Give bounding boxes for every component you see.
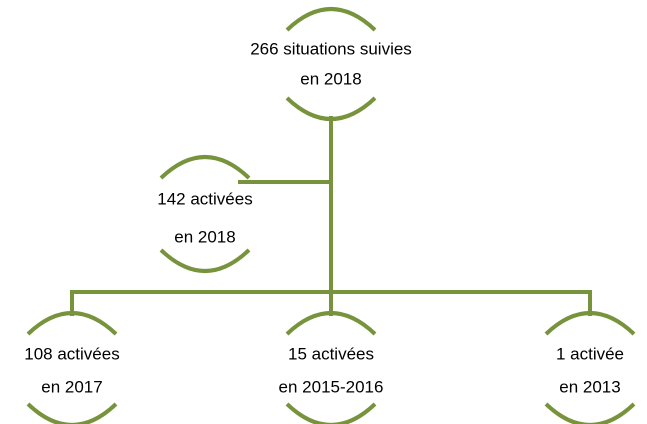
node-label: en 2015-2016 [279, 377, 384, 396]
arc-top [159, 155, 251, 180]
arc-bottom [285, 402, 377, 424]
arc-top [26, 311, 118, 336]
node-label: 108 activées [24, 344, 119, 363]
node-label: en 2017 [41, 377, 102, 396]
nodes: 266 situations suivies en 2018 142 activée… [24, 7, 636, 424]
arc-top [285, 7, 377, 32]
arc-bottom [159, 248, 251, 273]
connectors [70, 116, 592, 316]
arc-bottom [285, 96, 377, 121]
node-label: 1 activée [556, 344, 624, 363]
node-label: en 2013 [559, 377, 620, 396]
arc-top [285, 311, 377, 336]
node-label: en 2018 [300, 69, 361, 88]
node-label: 266 situations suivies [250, 39, 412, 58]
arc-top [544, 311, 636, 336]
node-label: en 2018 [174, 227, 235, 246]
node-label: 15 activées [288, 344, 374, 363]
arc-bottom [544, 402, 636, 424]
arc-bottom [26, 402, 118, 424]
node-label: 142 activées [157, 189, 252, 208]
